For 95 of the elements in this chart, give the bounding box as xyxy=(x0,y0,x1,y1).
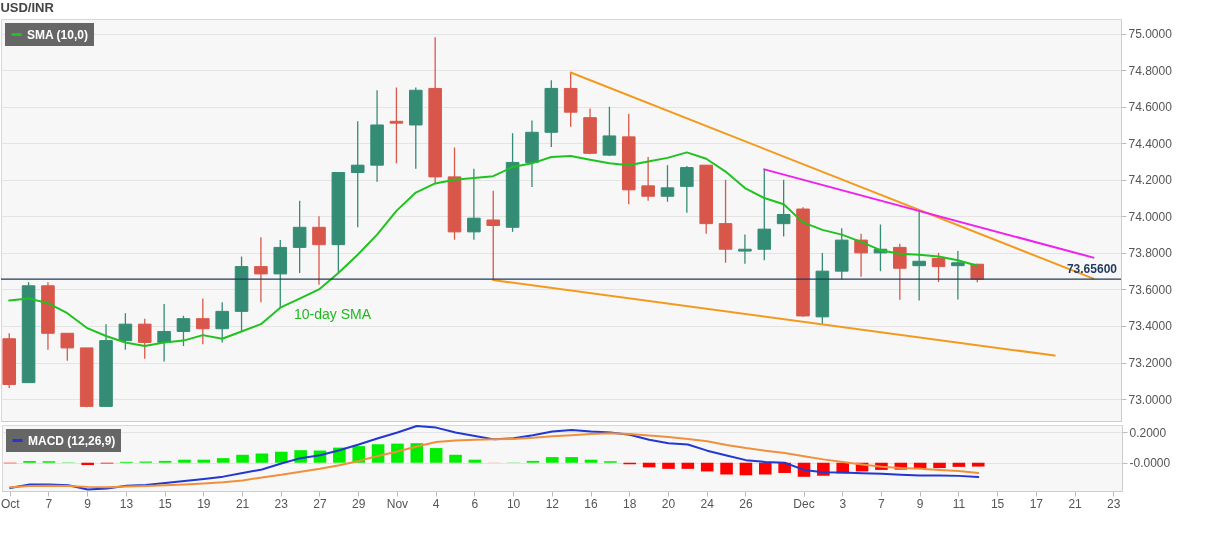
candlestick xyxy=(118,312,133,351)
x-tick-label: 23 xyxy=(274,496,289,511)
y-tick-label: 74.2000 xyxy=(1128,173,1173,188)
candlestick xyxy=(951,250,965,301)
bar xyxy=(255,453,269,463)
x-tick-label: 23 xyxy=(1107,496,1121,511)
candlestick xyxy=(912,210,926,302)
bar xyxy=(971,462,985,467)
y-tick-label: 74.0000 xyxy=(1128,209,1173,224)
x-tick-label: 21 xyxy=(1068,496,1083,511)
y-tick-label: 74.6000 xyxy=(1128,100,1173,115)
x-tick-label: 17 xyxy=(1029,496,1044,511)
bar xyxy=(952,462,966,467)
bar xyxy=(178,459,191,463)
x-tick-label: 21 xyxy=(235,496,250,511)
bar xyxy=(739,462,753,476)
x-tick-label: 6 xyxy=(471,496,479,511)
y-tick-label: 73.2000 xyxy=(1128,356,1173,371)
candlestick xyxy=(157,303,171,363)
candlestick xyxy=(486,190,501,281)
bar xyxy=(274,451,288,463)
x-tick-label: 9 xyxy=(916,496,924,511)
bar xyxy=(662,462,675,469)
x-tick-label: 7 xyxy=(878,496,886,511)
candlestick xyxy=(137,318,152,360)
x-tick-label: 16 xyxy=(584,496,599,511)
bar xyxy=(565,457,578,463)
y-tick-label: 75.0000 xyxy=(1128,27,1173,42)
candlestick xyxy=(467,168,481,241)
y-tick-label: 73.4000 xyxy=(1128,319,1173,334)
candlestick xyxy=(738,233,752,265)
bar xyxy=(584,459,598,463)
bar xyxy=(468,459,482,463)
bar xyxy=(546,457,559,463)
x-tick-label: 7 xyxy=(45,496,53,511)
x-tick-label: 4 xyxy=(432,496,440,511)
y-tick-label: 73.8000 xyxy=(1128,246,1173,261)
candlestick xyxy=(641,156,655,202)
candlestick xyxy=(776,179,791,238)
x-tick-label: 26 xyxy=(739,496,753,511)
x-tick-label: 11 xyxy=(952,496,966,511)
x-tick-label: 15 xyxy=(990,496,1005,511)
bar xyxy=(681,462,695,469)
candlestick xyxy=(350,120,365,228)
candlestick xyxy=(563,71,578,128)
x-tick-label: 9 xyxy=(84,496,92,511)
candlestick xyxy=(312,215,326,286)
candlestick xyxy=(757,168,772,261)
y-tick-label: -0.0000 xyxy=(1129,456,1171,471)
candlestick xyxy=(292,200,307,274)
x-tick-label: Oct xyxy=(0,496,21,511)
candlestick xyxy=(196,297,210,345)
candlestick xyxy=(176,315,191,347)
y-tick-label: 74.8000 xyxy=(1128,63,1173,78)
legend-label: MACD (12,26,9) xyxy=(28,433,116,448)
bar xyxy=(758,462,772,475)
candlestick xyxy=(254,236,268,303)
x-tick-label: 29 xyxy=(352,496,366,511)
candlestick xyxy=(931,252,946,283)
x-tick-label: 10 xyxy=(506,496,521,511)
candlestick xyxy=(60,332,75,362)
candlestick xyxy=(660,164,675,203)
candlestick xyxy=(680,165,694,214)
bar xyxy=(933,462,946,469)
bar xyxy=(216,458,230,463)
x-tick-label: 3 xyxy=(839,496,847,511)
candlestick xyxy=(389,86,404,164)
x-tick-label: 13 xyxy=(119,496,134,511)
y-tick-label: 73.0000 xyxy=(1128,392,1173,407)
candlestick xyxy=(602,106,617,157)
x-tick-label: 27 xyxy=(313,496,327,511)
x-tick-label: 20 xyxy=(661,496,676,511)
bar xyxy=(236,454,249,463)
x-tick-label: 19 xyxy=(197,496,211,511)
x-tick-label: 18 xyxy=(623,496,637,511)
x-tick-label: 15 xyxy=(158,496,173,511)
candlestick xyxy=(893,243,907,301)
bar xyxy=(720,462,733,475)
annotation: 10-day SMA xyxy=(294,306,372,322)
bar xyxy=(429,448,443,463)
bar xyxy=(197,459,211,463)
legend-label: SMA (10,0) xyxy=(27,27,88,42)
chart-title: USD/INR xyxy=(0,0,55,15)
x-tick-label: Nov xyxy=(386,496,409,511)
y-tick-label: 0.2000 xyxy=(1129,425,1167,440)
y-tick-label: 74.4000 xyxy=(1128,136,1173,151)
candlestick xyxy=(215,301,229,344)
y-tick-label: 73.6000 xyxy=(1128,282,1173,297)
line-series xyxy=(8,151,979,348)
ref-line-label: 73.65600 xyxy=(1066,262,1118,277)
bar xyxy=(81,462,94,466)
x-tick-label: Dec xyxy=(793,496,815,511)
x-tick-label: 12 xyxy=(545,496,560,511)
x-tick-label: 24 xyxy=(700,496,715,511)
bar xyxy=(449,454,462,463)
